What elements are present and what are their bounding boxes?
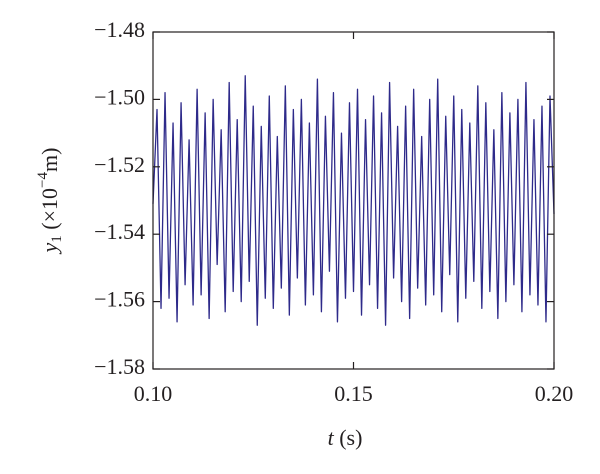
y-tick-label: −1.50 [94,84,145,109]
y-label-var: y [37,242,62,254]
plot-frame [152,31,555,370]
x-label-unit: (s) [334,425,363,450]
data-line [152,75,555,326]
y-label-sub: 1 [49,235,65,243]
y-label-exp: −4 [35,172,51,188]
y-label-post: m) [37,148,62,172]
x-tick-label: 0.15 [334,381,373,406]
y-label-pre: (×10 [37,188,62,235]
x-axis-label: t (s) [328,425,363,450]
y-tick-label: −1.48 [94,17,145,42]
y-tick-label: −1.58 [94,354,145,379]
x-label-var: t [328,425,335,450]
y-tick-label: −1.52 [94,152,145,177]
y-axis-label: y1 (×10−4m) [35,148,65,255]
y-tick-label: −1.56 [94,287,145,312]
x-tick-label: 0.20 [535,381,574,406]
x-tick-label: 0.10 [134,381,173,406]
y-tick-label: −1.54 [94,219,145,244]
